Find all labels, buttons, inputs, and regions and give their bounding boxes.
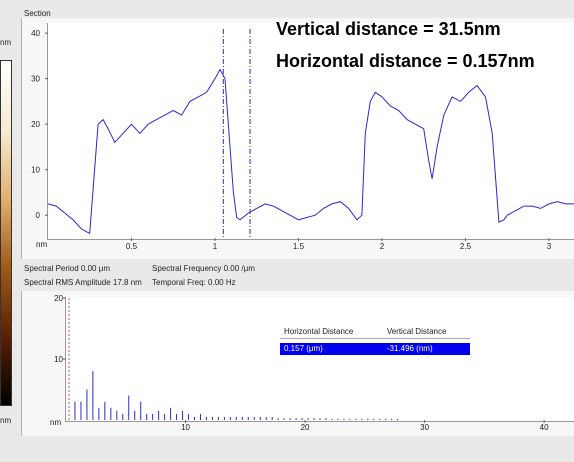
spectral-rms-amplitude: Spectral RMS Amplitude 17.8 nm xyxy=(24,278,142,287)
spectrum-y-tick-label: 10 xyxy=(54,355,63,364)
spectrum-y-tick-label: 20 xyxy=(54,294,63,303)
section-y-tick-label: 30 xyxy=(31,75,40,84)
section-plot-area[interactable] xyxy=(47,23,574,240)
measurement-row[interactable]: 0.157 (μm) -31.496 (nm) xyxy=(280,343,470,355)
section-profile-line xyxy=(47,68,574,235)
section-x-tick-label: 1.5 xyxy=(293,242,305,251)
spectrum-y-unit: nm xyxy=(50,418,62,427)
horizontal-distance-annotation: Horizontal distance = 0.157nm xyxy=(276,51,535,71)
section-y-tick-label: 20 xyxy=(31,120,40,129)
spectrum-x-tick-label: 30 xyxy=(420,423,429,432)
horizontal-distance-header: Horizontal Distance xyxy=(284,327,354,336)
spectrum-plot-area[interactable] xyxy=(65,297,574,422)
vertical-distance-header: Vertical Distance xyxy=(386,327,447,336)
spectrum-x-tick-label: 20 xyxy=(301,423,310,432)
color-scale-top-unit: nm xyxy=(0,38,12,47)
height-color-scale xyxy=(0,60,12,406)
vertical-distance-value: -31.496 (nm) xyxy=(382,343,470,355)
section-y-tick-label: 0 xyxy=(36,211,41,220)
section-y-unit: nm xyxy=(36,240,48,249)
section-x-tick-label: 2.5 xyxy=(460,242,472,251)
spectrum-x-tick-label: 40 xyxy=(540,423,549,432)
horizontal-distance-value: 0.157 (μm) xyxy=(280,343,383,355)
section-x-tick-label: 2 xyxy=(380,242,385,251)
section-x-tick-label: 3 xyxy=(547,242,552,251)
section-x-tick-label: 0.5 xyxy=(126,242,138,251)
temporal-frequency: Temporal Freq: 0.00 Hz xyxy=(152,278,236,287)
section-y-tick-label: 10 xyxy=(31,166,40,175)
spectral-frequency: Spectral Frequency 0.00 /μm xyxy=(152,264,255,273)
spectrum-x-tick-label: 10 xyxy=(181,423,190,432)
vertical-distance-annotation: Vertical distance = 31.5nm xyxy=(276,19,501,39)
spectral-period: Spectral Period 0.00 μm xyxy=(24,264,110,273)
section-y-tick-label: 40 xyxy=(31,29,40,38)
measurement-table: Horizontal Distance Vertical Distance 0.… xyxy=(280,326,470,355)
section-x-tick-label: 1 xyxy=(213,242,218,251)
color-scale-bottom-unit: nm xyxy=(0,416,12,425)
section-title: Section xyxy=(24,9,51,18)
